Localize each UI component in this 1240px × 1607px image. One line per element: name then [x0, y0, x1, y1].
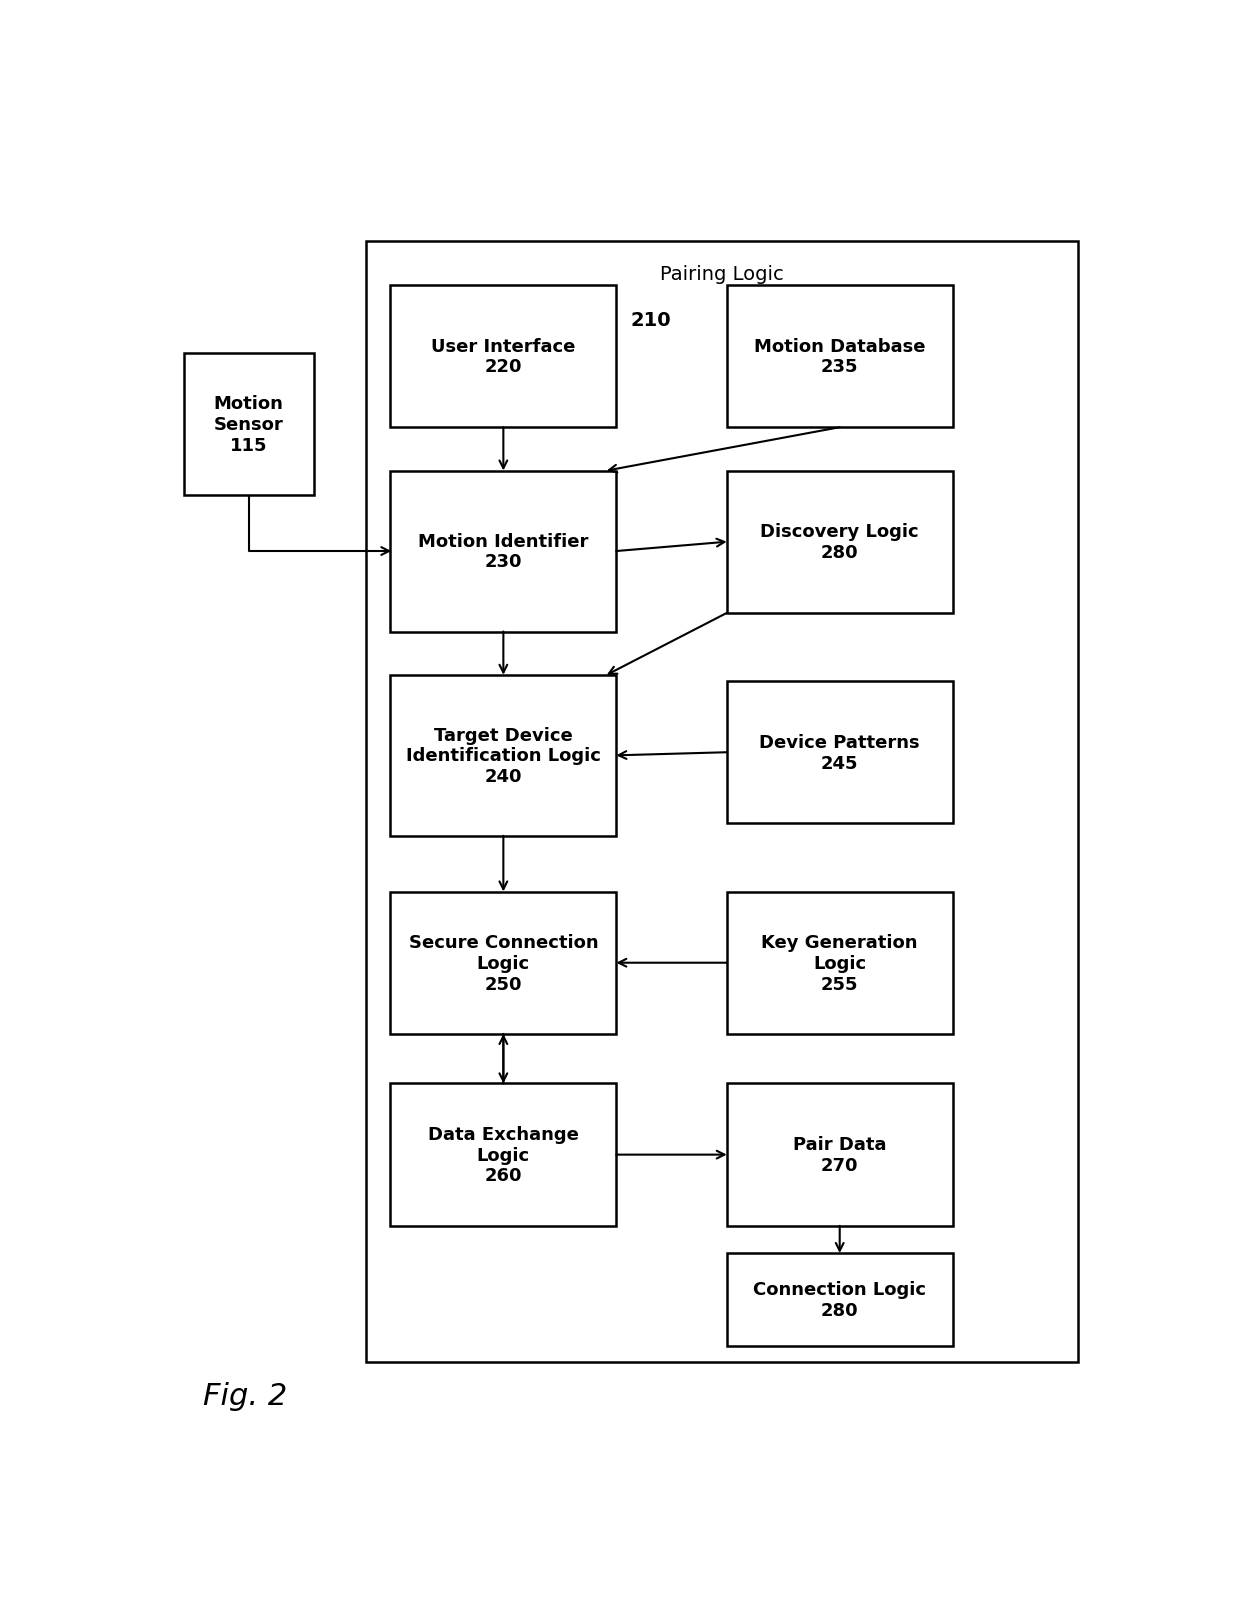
Text: Pair Data
270: Pair Data 270: [792, 1136, 887, 1175]
Text: Pairing Logic: Pairing Logic: [660, 265, 784, 283]
Bar: [727, 1083, 952, 1226]
Bar: [391, 892, 616, 1035]
Bar: [391, 1083, 616, 1226]
Bar: [727, 1253, 952, 1347]
Text: Secure Connection
Logic
250: Secure Connection Logic 250: [408, 934, 598, 993]
Text: Target Device
Identification Logic
240: Target Device Identification Logic 240: [405, 726, 601, 786]
Text: Key Generation
Logic
255: Key Generation Logic 255: [761, 934, 918, 993]
Text: User Interface
220: User Interface 220: [432, 337, 575, 376]
Text: Motion
Sensor
115: Motion Sensor 115: [213, 395, 284, 455]
Bar: [727, 892, 952, 1035]
Text: 210: 210: [631, 310, 671, 329]
Text: Fig. 2: Fig. 2: [203, 1380, 288, 1409]
Text: Connection Logic
280: Connection Logic 280: [753, 1281, 926, 1319]
Text: Device Patterns
245: Device Patterns 245: [759, 733, 920, 771]
Bar: [367, 243, 1078, 1363]
Bar: [727, 286, 952, 427]
Bar: [184, 354, 314, 497]
Bar: [727, 471, 952, 614]
Bar: [391, 675, 616, 836]
Text: Motion Identifier
230: Motion Identifier 230: [418, 532, 589, 570]
Text: Discovery Logic
280: Discovery Logic 280: [760, 522, 919, 562]
Bar: [727, 681, 952, 824]
Bar: [391, 471, 616, 632]
Bar: [391, 286, 616, 427]
Text: Data Exchange
Logic
260: Data Exchange Logic 260: [428, 1125, 579, 1184]
Text: Motion Database
235: Motion Database 235: [754, 337, 925, 376]
